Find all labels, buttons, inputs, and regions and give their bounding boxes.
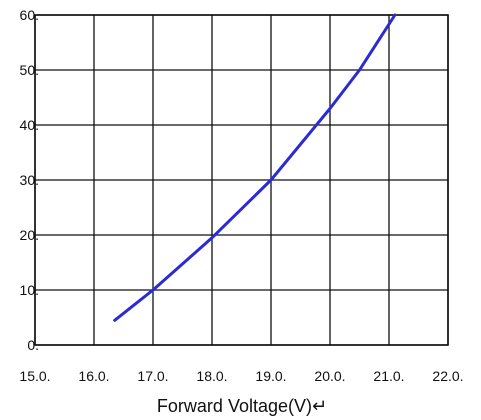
y-tick-label: 0.	[27, 337, 39, 353]
x-tick-label: 21.0.	[373, 368, 404, 384]
x-tick-label: 20.0.	[314, 368, 345, 384]
x-tick-label: 18.0.	[196, 368, 227, 384]
grid	[34, 14, 449, 346]
plot-border	[34, 14, 449, 346]
y-tick-label: 30.	[20, 172, 39, 188]
x-tick-label: 16.0.	[78, 368, 109, 384]
series	[113, 13, 397, 322]
y-tick-label: 40.	[20, 117, 39, 133]
y-tick-label: 60.	[20, 7, 39, 23]
y-tick-label: 10.	[20, 282, 39, 298]
y-tick-label: 50.	[20, 62, 39, 78]
x-tick-labels: 15.0. 16.0. 17.0. 18.0. 19.0. 20.0. 21.0. 22.0.	[19, 368, 463, 384]
x-tick-label: 15.0.	[19, 368, 50, 384]
x-tick-label: 19.0.	[255, 368, 286, 384]
x-axis-label: Forward Voltage(V)↵	[157, 396, 327, 416]
plot-frame	[34, 14, 449, 346]
y-tick-label: 20.	[20, 227, 39, 243]
series-line-0	[113, 13, 397, 322]
x-tick-label: 22.0.	[432, 368, 463, 384]
y-tick-labels: 0. 10. 20. 30. 40. 50. 60.	[20, 7, 39, 353]
x-tick-label: 17.0.	[137, 368, 168, 384]
